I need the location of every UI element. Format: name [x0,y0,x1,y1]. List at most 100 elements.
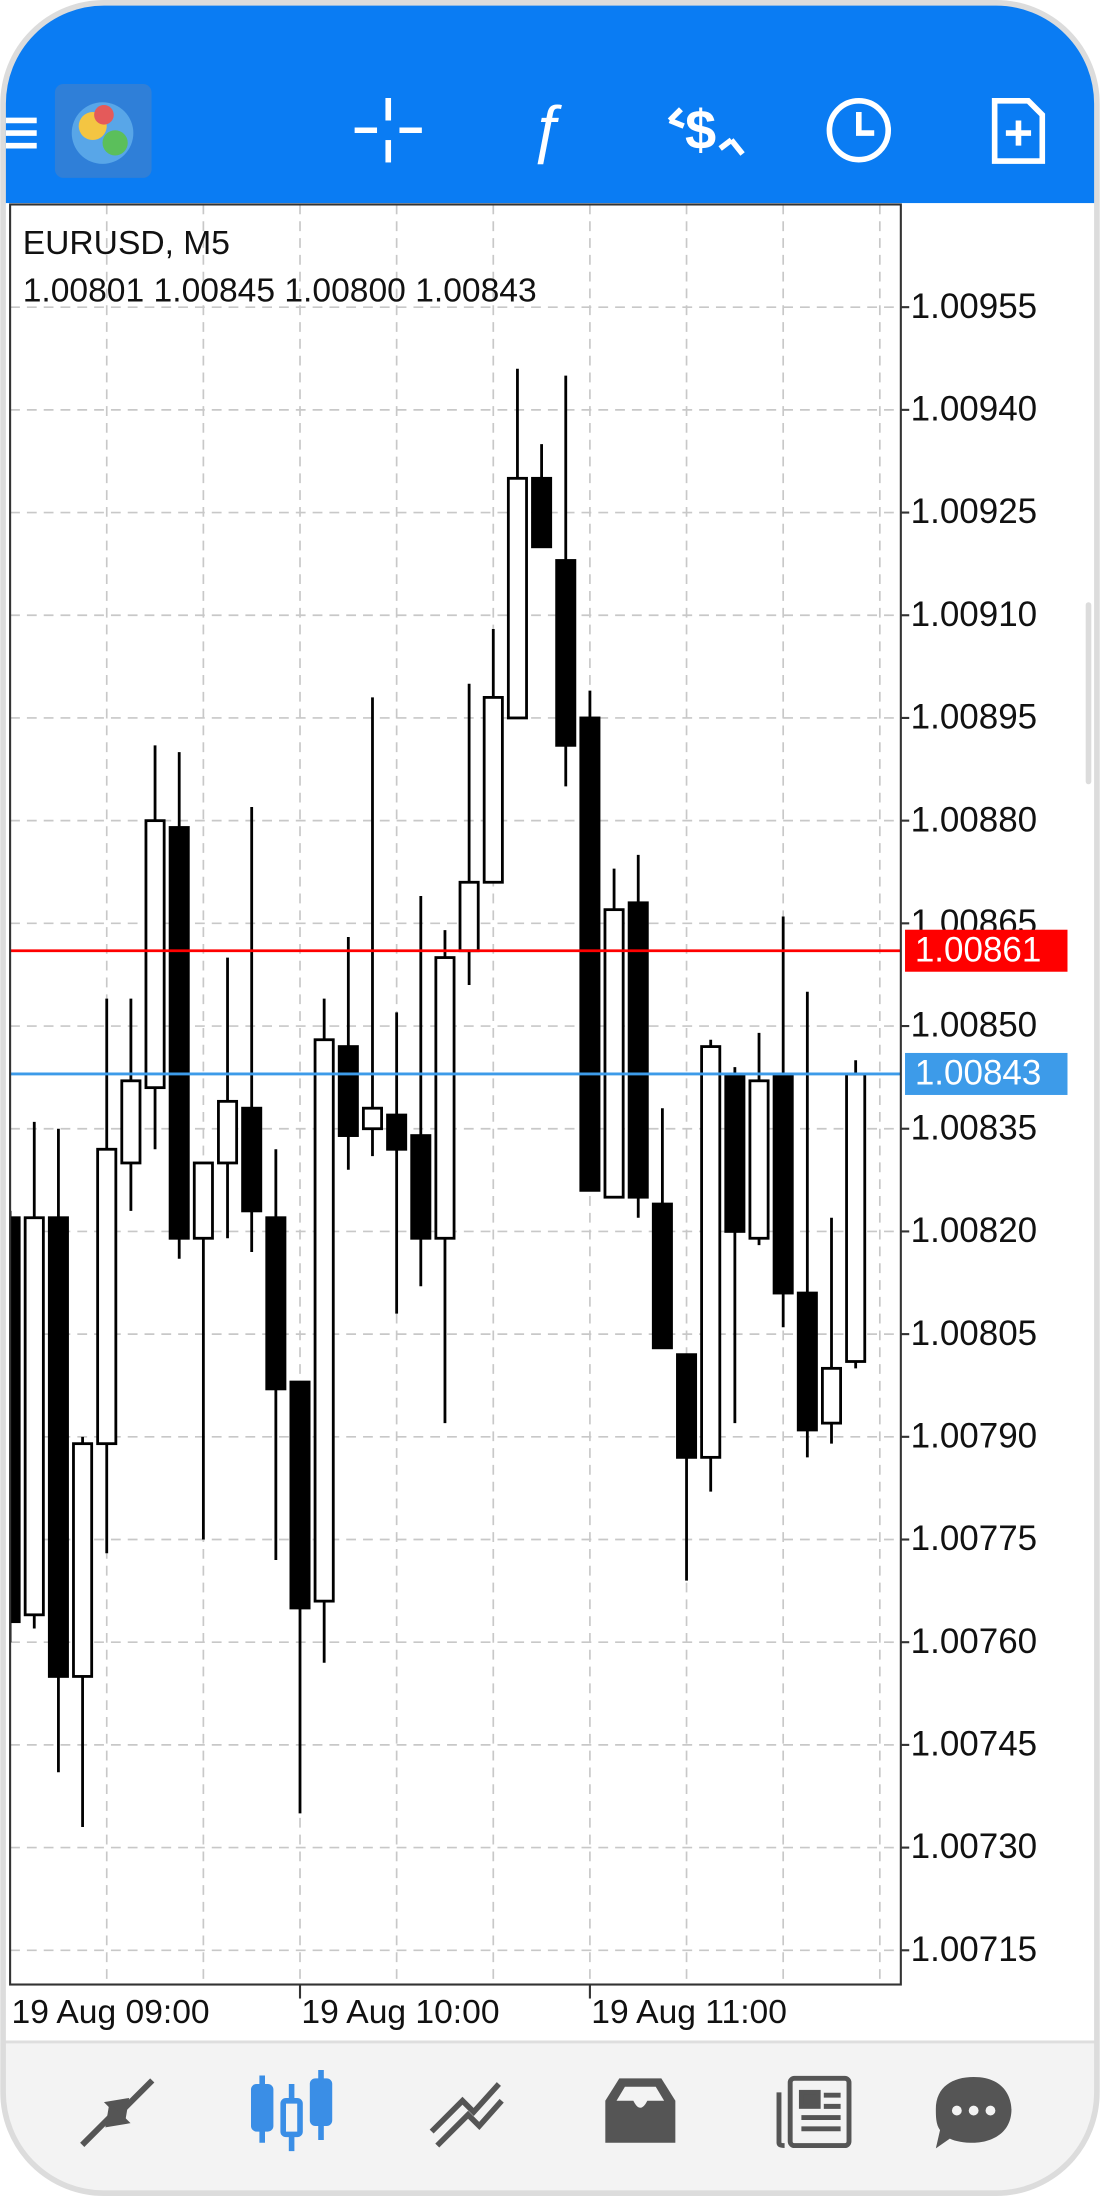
icon-part [435,2098,504,2148]
candle [845,1060,867,1369]
candle [10,1210,21,1643]
candle-body [241,1106,263,1213]
crosshair-button[interactable] [354,98,422,163]
candle [337,937,359,1170]
candle [724,1067,746,1424]
candle [410,895,432,1287]
candle [361,697,383,1157]
y-tick-label: 1.00760 [911,1622,1038,1661]
price-label-box [905,1052,1068,1095]
candle-body [265,1216,287,1391]
candle-body [144,819,166,1090]
icon-part [250,2083,274,2132]
candle [23,1121,45,1629]
icon-part [801,2092,841,2132]
icon-part [951,2105,962,2116]
y-tick-label: 1.00895 [911,698,1038,737]
candle-body [651,1202,673,1350]
candle-body [23,1216,45,1617]
candle-body [313,1038,335,1603]
y-tick-label: 1.00880 [911,800,1038,839]
candle-body [506,476,528,720]
x-tick-label: 19 Aug 11:00 [591,1994,787,2031]
chat-tab[interactable] [935,2076,1012,2149]
candle-body [192,1161,214,1240]
trade-button[interactable]: $ [667,98,745,161]
icon-part [991,98,1046,164]
candle-body [603,908,625,1199]
y-tick-label: 1.00790 [911,1416,1038,1455]
candle-body [72,1442,94,1678]
price-label-box [905,929,1068,972]
indicators-button[interactable]: ƒ [529,92,565,165]
candle [386,1012,408,1314]
y-tick-label: 1.00745 [911,1725,1038,1764]
quotes-tab[interactable] [80,2078,155,2147]
icon-part [1005,120,1032,146]
candle-body [217,1099,239,1165]
icon-part: $ [685,98,716,161]
candle-body [458,880,480,953]
chart-tab[interactable] [250,2069,333,2152]
templates-button[interactable] [991,98,1046,164]
candle [265,1149,287,1561]
candle [168,752,190,1259]
candle [313,998,335,1663]
periods-button[interactable] [826,98,892,163]
candle-body [434,956,456,1240]
candle [120,998,142,1211]
history-tab[interactable] [605,2078,676,2143]
y-tick-label: 1.00925 [911,492,1038,531]
plot-border [9,203,902,1986]
toolbar [3,2,1097,204]
candle [506,368,528,720]
candle [72,1436,94,1828]
candle [144,745,166,1150]
icon-part [985,2105,996,2116]
candle [192,1161,214,1540]
candle [217,957,239,1239]
candle [555,375,577,787]
news-tab[interactable] [776,2075,852,2149]
candle [796,991,818,1458]
icon-part [94,105,114,125]
candle-body [676,1353,698,1459]
candle [458,683,480,985]
y-tick-label: 1.00940 [911,390,1038,429]
y-tick-label: 1.00955 [911,287,1038,326]
candle-body [627,901,649,1199]
candle-body [386,1113,408,1151]
y-tick-label: 1.00715 [911,1930,1038,1969]
candle-body [796,1291,818,1432]
candle-body [337,1045,359,1137]
candle-body [482,696,504,884]
trade-tab[interactable] [429,2082,504,2148]
x-tick-label: 19 Aug 09:00 [12,1994,210,2031]
candle [603,868,625,1199]
candle [820,1217,843,1444]
candle [531,444,553,549]
candle-body [748,1079,770,1240]
candle-body [724,1072,746,1233]
icon-part [309,2078,333,2126]
y-tick-label: 1.00850 [911,1006,1038,1045]
candle-body [410,1134,432,1240]
candle [700,1039,722,1492]
icon-part [826,98,892,163]
candle [482,628,504,884]
candle [47,1128,69,1773]
app-logo[interactable] [54,84,152,178]
candle-body [700,1045,722,1459]
icon-part [616,2086,665,2108]
y-tick-label: 1.00835 [911,1108,1038,1147]
candle-body [96,1147,118,1446]
candle-body [289,1380,311,1610]
candle-body [531,476,553,549]
plot-area [10,368,867,1828]
y-tick-label: 1.00775 [911,1519,1038,1558]
menu-button[interactable] [5,117,37,149]
candle-body [168,826,190,1240]
